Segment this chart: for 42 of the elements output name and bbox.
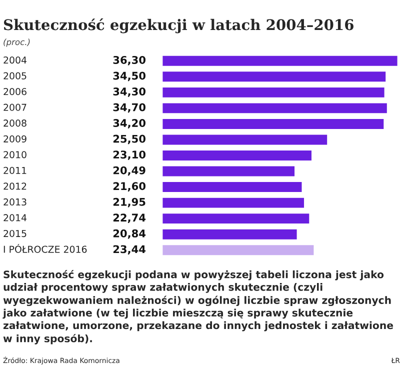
y-tick-label: 2013	[4, 198, 26, 206]
bar	[162, 149, 313, 162]
y-tick-label: 2008	[4, 120, 26, 127]
bar	[162, 196, 306, 210]
bar	[162, 102, 388, 115]
bar	[162, 164, 296, 178]
bar	[162, 212, 311, 225]
bar	[162, 118, 386, 130]
data-label: 20,84	[113, 229, 146, 239]
bar	[162, 133, 328, 146]
chart-title: Skuteczność egzekucji w latach 2004–2016	[4, 18, 354, 34]
data-label: 34,50	[113, 72, 146, 82]
y-tick-label: 2009	[4, 135, 26, 142]
data-label: 21,95	[113, 198, 146, 208]
data-label: 25,50	[113, 134, 146, 144]
y-tick-label: I PÓŁROCZE 2016	[4, 244, 87, 253]
bar	[162, 180, 304, 194]
data-label: 23,44	[113, 245, 146, 255]
bar	[162, 228, 298, 241]
y-tick-label: 2014	[4, 214, 27, 222]
y-tick-label: 2004	[4, 56, 27, 64]
y-tick-label: 2010	[4, 151, 26, 158]
data-label: 20,49	[113, 166, 146, 176]
data-label: 22,74	[113, 214, 146, 223]
y-tick-label: 2006	[4, 88, 26, 96]
y-tick-label: 2007	[4, 104, 26, 111]
bar	[162, 86, 386, 99]
text: (proc.)	[4, 38, 30, 47]
data-label: 36,30	[113, 56, 146, 66]
data-label: 21,60	[113, 182, 146, 192]
bar	[162, 54, 398, 68]
data-label: 34,20	[113, 119, 146, 128]
y-tick-label: 2012	[4, 182, 26, 190]
y-tick-label: 2011	[4, 166, 26, 174]
bar	[162, 244, 316, 256]
data-label: 34,70	[113, 103, 146, 113]
text: Skuteczność egzekucji podana w powyższej tabeli liczona jest jako udział procentowy spraw załatwionych skutecznie (czyli wyegzekwowaniem należności) w ogólnej liczbie spraw zgłoszonych jako załatwione (w tej liczbie mieszczą się sprawy skutecznie załatwione, umorzone, przekazane do innych jednostek i załatwione w inny sposób).	[2, 270, 394, 344]
bar	[162, 70, 387, 84]
data-label: 23,10	[113, 150, 146, 160]
data-label: 34,30	[113, 88, 146, 97]
y-tick-label: 2015	[4, 230, 26, 238]
y-tick-label: 2005	[4, 72, 26, 80]
